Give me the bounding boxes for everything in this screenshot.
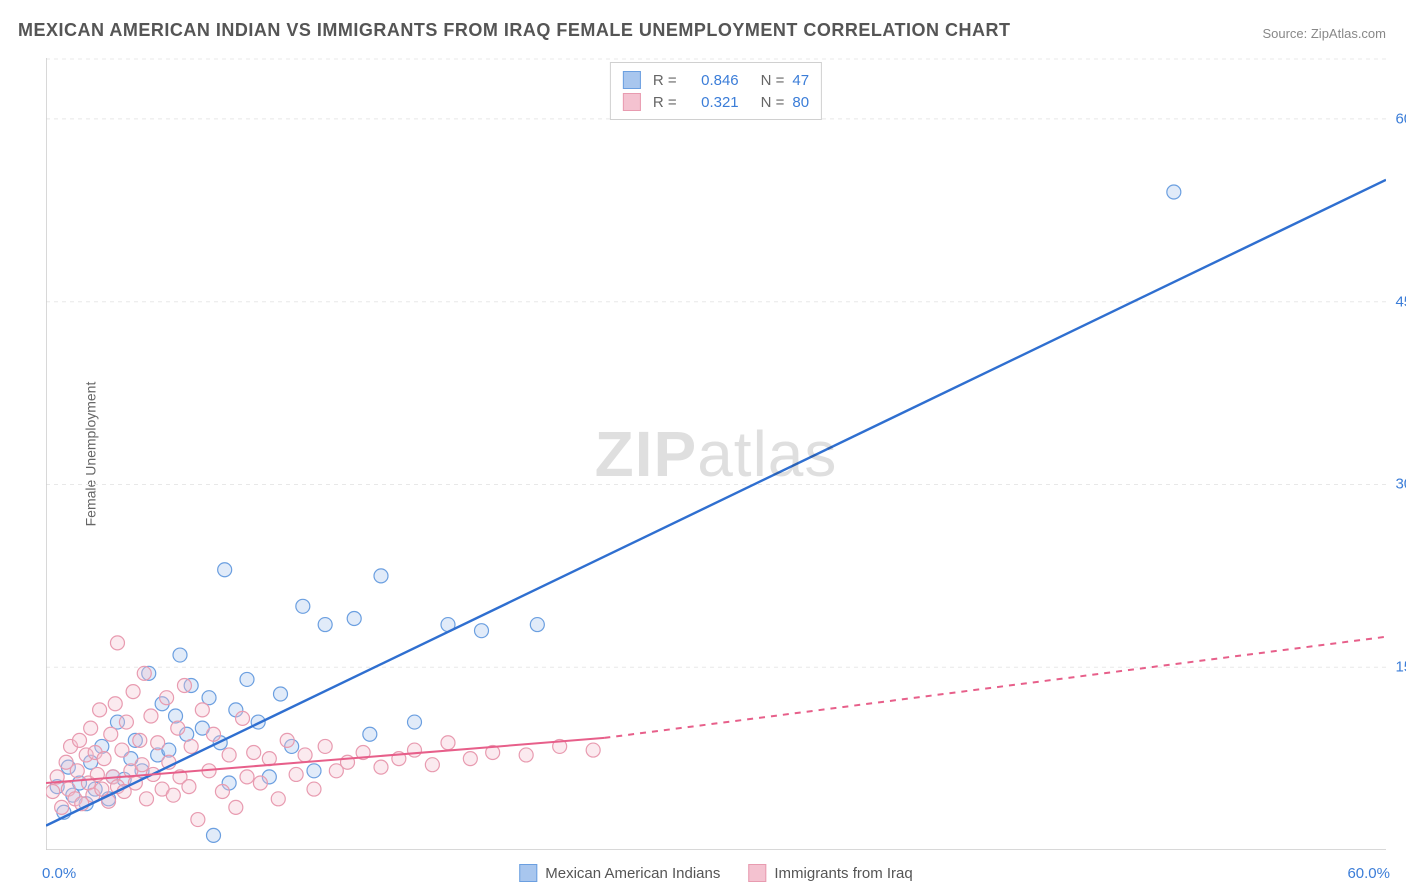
axes bbox=[46, 58, 1386, 850]
legend-series-label: Immigrants from Iraq bbox=[774, 865, 912, 882]
r-value: 0.846 bbox=[685, 72, 739, 89]
r-label: R = bbox=[653, 72, 677, 89]
regression-lines bbox=[46, 180, 1386, 826]
y-tick-label: 15.0% bbox=[1395, 659, 1406, 676]
chart-area: Female Unemployment ZIPatlas 15.0%30.0%4… bbox=[46, 58, 1386, 850]
legend-stats-row: R = 0.321 N = 80 bbox=[623, 91, 809, 113]
gridlines bbox=[46, 59, 1386, 667]
n-label: N = bbox=[761, 72, 785, 89]
legend-stats-row: R = 0.846 N = 47 bbox=[623, 69, 809, 91]
x-axis-max-label: 60.0% bbox=[1347, 865, 1390, 882]
source-attribution: Source: ZipAtlas.com bbox=[1262, 26, 1386, 41]
legend-series: Mexican American Indians Immigrants from … bbox=[519, 864, 912, 882]
legend-swatch bbox=[623, 71, 641, 89]
legend-series-item: Immigrants from Iraq bbox=[748, 864, 912, 882]
y-tick-label: 60.0% bbox=[1395, 110, 1406, 127]
source-name: ZipAtlas.com bbox=[1311, 26, 1386, 41]
legend-series-item: Mexican American Indians bbox=[519, 864, 720, 882]
n-value: 80 bbox=[792, 94, 809, 111]
legend-swatch bbox=[623, 93, 641, 111]
n-value: 47 bbox=[792, 72, 809, 89]
legend-swatch bbox=[519, 864, 537, 882]
y-tick-label: 45.0% bbox=[1395, 293, 1406, 310]
chart-title: MEXICAN AMERICAN INDIAN VS IMMIGRANTS FR… bbox=[18, 20, 1010, 41]
x-axis-min-label: 0.0% bbox=[42, 865, 76, 882]
scatter-plot bbox=[46, 58, 1386, 850]
legend-series-label: Mexican American Indians bbox=[545, 865, 720, 882]
legend-swatch bbox=[748, 864, 766, 882]
n-label: N = bbox=[761, 94, 785, 111]
source-prefix: Source: bbox=[1262, 26, 1310, 41]
legend-stats: R = 0.846 N = 47 R = 0.321 N = 80 bbox=[610, 62, 822, 120]
y-tick-label: 30.0% bbox=[1395, 476, 1406, 493]
r-value: 0.321 bbox=[685, 94, 739, 111]
r-label: R = bbox=[653, 94, 677, 111]
